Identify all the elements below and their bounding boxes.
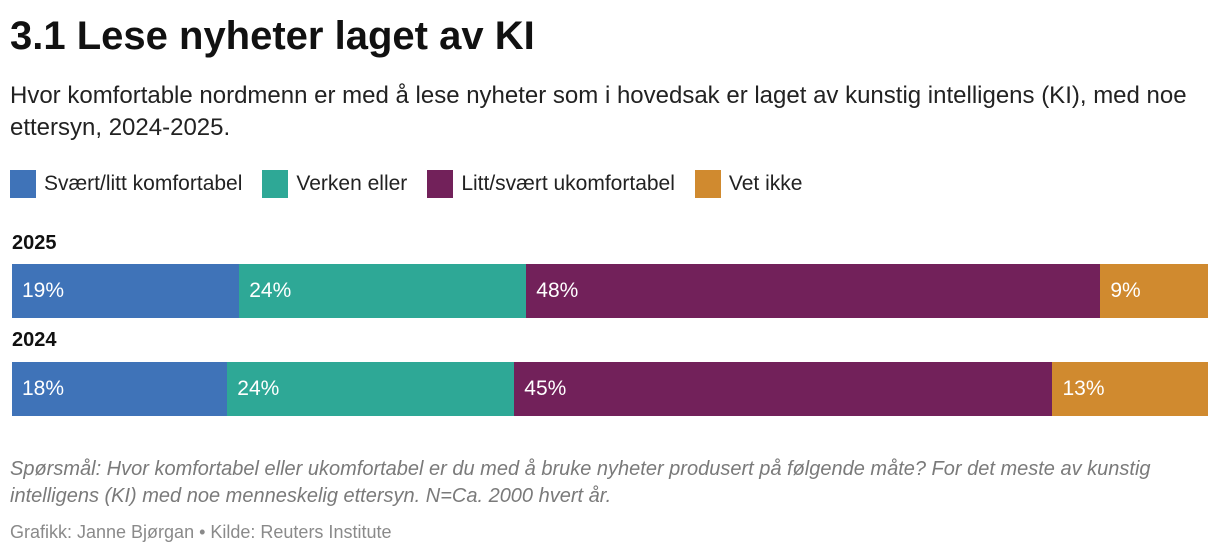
data-label: 13% (1062, 377, 1105, 400)
bar-segment: 48% (526, 264, 1101, 318)
legend-label: Verken eller (296, 172, 408, 195)
bar-segment: 9% (1100, 264, 1208, 318)
legend-item: Verken eller (262, 170, 407, 198)
bar-segment: 19% (12, 264, 240, 318)
data-label: 45% (524, 377, 567, 400)
legend-label: Vet ikke (728, 172, 803, 195)
legend-swatch (694, 170, 721, 198)
chart-title: 3.1 Lese nyheter laget av KI (10, 14, 535, 58)
legend-swatch (262, 170, 289, 198)
bar-segment: 45% (514, 362, 1053, 416)
bar-segment: 18% (12, 362, 228, 416)
bar-segment: 24% (227, 362, 515, 416)
bar-segment: 13% (1052, 362, 1208, 416)
data-label: 9% (1110, 279, 1141, 302)
chart-legend: Svært/litt komfortabel Verken eller Litt/s… (10, 170, 802, 198)
data-label: 24% (249, 279, 292, 302)
legend-item: Vet ikke (694, 170, 803, 198)
data-label: 18% (22, 377, 65, 400)
stacked-bar-2024: 18% 24% 45% 13% (12, 362, 1208, 416)
stacked-bar-2025: 19% 24% 48% 9% (12, 264, 1208, 318)
footnote: Spørsmål: Hvor komfortabel eller ukomfor… (10, 458, 1151, 507)
legend-label: Litt/svært ukomfortabel (461, 172, 675, 195)
row-label-2025: 2025 (12, 232, 57, 254)
data-label: 48% (536, 279, 579, 302)
legend-item: Litt/svært ukomfortabel (427, 170, 675, 198)
data-label: 19% (22, 279, 65, 302)
legend-label: Svært/litt komfortabel (44, 172, 243, 195)
row-label-2024: 2024 (12, 329, 57, 351)
bar-segment: 24% (239, 264, 527, 318)
data-label: 24% (237, 377, 280, 400)
chart-subtitle: Hvor komfortable nordmenn er med å lese … (10, 82, 1187, 141)
source-credit: Grafikk: Janne Bjørgan • Kilde: Reuters … (10, 522, 392, 542)
legend-swatch (427, 170, 454, 198)
legend-item: Svært/litt komfortabel (10, 170, 242, 198)
legend-swatch (10, 170, 36, 198)
